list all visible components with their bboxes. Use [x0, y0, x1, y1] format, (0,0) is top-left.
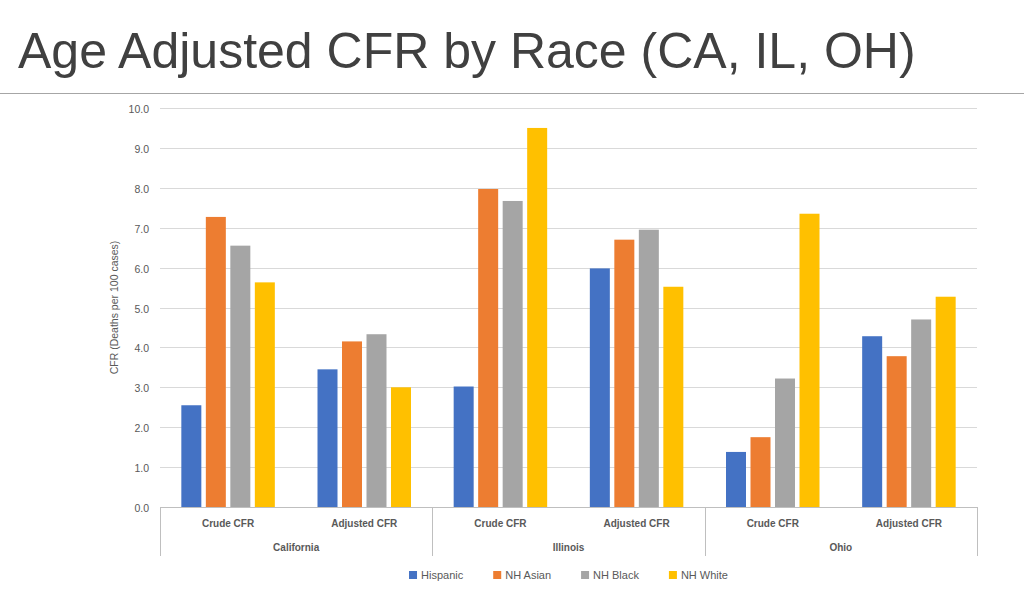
axis-label: CFR (Deaths per 100 cases)	[108, 241, 120, 375]
grid-line	[160, 387, 977, 388]
group-label: California	[273, 542, 320, 553]
bar	[503, 201, 523, 507]
bar	[342, 341, 362, 507]
bar	[862, 336, 882, 507]
chart: Age Adjusted CFR by Race (CA, IL, OH) 0.0…	[0, 0, 1024, 590]
group-separator	[432, 507, 433, 556]
group-separator	[705, 507, 706, 556]
tick-label: 3.0	[134, 382, 149, 394]
bar	[800, 214, 820, 507]
category-label: Crude CFR	[474, 518, 527, 529]
grid-line	[160, 507, 977, 508]
bar	[614, 240, 634, 507]
bar	[887, 356, 907, 507]
legend-label: NH White	[681, 569, 728, 581]
group-separator	[977, 507, 978, 556]
category-label: Adjusted CFR	[331, 518, 398, 529]
bar	[230, 246, 250, 507]
legend-swatch	[493, 571, 501, 579]
grid-line	[160, 228, 977, 229]
bar	[751, 437, 771, 507]
grid-line	[160, 108, 977, 109]
group-label: Illinois	[553, 542, 585, 553]
tick-label: 7.0	[134, 223, 149, 235]
bar	[936, 297, 956, 507]
group-label: Ohio	[829, 542, 852, 553]
legend-label: NH Black	[593, 569, 639, 581]
grid-line	[160, 427, 977, 428]
bar	[454, 387, 474, 507]
bar	[206, 217, 226, 507]
tick-label: 10.0	[129, 103, 150, 115]
bar	[318, 369, 338, 507]
bar	[590, 268, 610, 507]
tick-label: 4.0	[134, 342, 149, 354]
legend-swatch	[581, 571, 589, 579]
bar	[391, 387, 411, 507]
grid-line	[160, 268, 977, 269]
bar	[367, 334, 387, 507]
tick-label: 6.0	[134, 263, 149, 275]
title: Age Adjusted CFR by Race (CA, IL, OH)	[18, 23, 916, 79]
legend: Hispanic NH Asian NH Black NH White	[409, 569, 728, 581]
grid-line	[160, 308, 977, 309]
grid-line	[160, 347, 977, 348]
bar	[527, 128, 547, 507]
grid-line	[160, 188, 977, 189]
bar	[726, 452, 746, 507]
bar	[663, 287, 683, 507]
title-rule	[0, 93, 1024, 94]
bar	[639, 230, 659, 507]
legend-swatch	[409, 571, 417, 579]
bar	[775, 379, 795, 507]
category-label: Crude CFR	[202, 518, 255, 529]
legend-label: NH Asian	[505, 569, 551, 581]
tick-label: 1.0	[134, 462, 149, 474]
tick-label: 8.0	[134, 183, 149, 195]
bar	[181, 405, 201, 507]
tick-label: 0.0	[134, 502, 149, 514]
category-label: Crude CFR	[747, 518, 800, 529]
grid	[160, 109, 977, 508]
tick-label: 2.0	[134, 422, 149, 434]
category-label: Adjusted CFR	[876, 518, 943, 529]
grid-line	[160, 148, 977, 149]
tick-label: 5.0	[134, 303, 149, 315]
tick-label: 9.0	[134, 143, 149, 155]
bar	[911, 319, 931, 507]
bar	[478, 189, 498, 507]
legend-swatch	[669, 571, 677, 579]
legend-label: Hispanic	[421, 569, 464, 581]
bars	[181, 128, 955, 507]
grid-line	[160, 467, 977, 468]
category-label: Adjusted CFR	[604, 518, 671, 529]
group-separator	[160, 507, 161, 556]
bar	[255, 282, 275, 507]
